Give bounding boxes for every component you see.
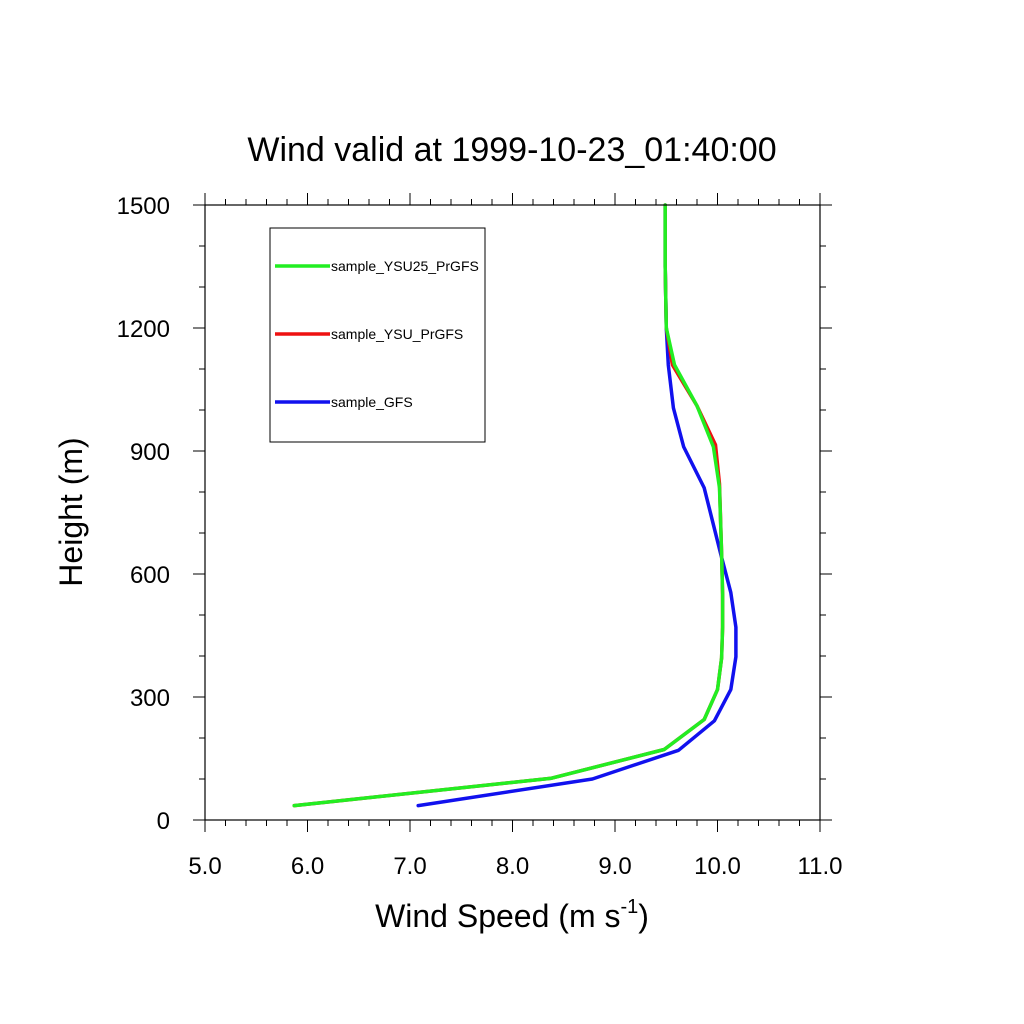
x-tick-label: 8.0 bbox=[496, 853, 529, 880]
x-tick-label: 9.0 bbox=[598, 853, 631, 880]
legend-label: sample_GFS bbox=[331, 394, 413, 410]
series-lines bbox=[292, 203, 738, 808]
plot-frame bbox=[204, 204, 821, 821]
x-tick-label: 5.0 bbox=[188, 853, 221, 880]
y-axis-label: Height (m) bbox=[53, 437, 89, 586]
x-tick-label: 11.0 bbox=[798, 853, 843, 880]
legend-label: sample_YSU25_PrGFS bbox=[331, 258, 479, 274]
y-tick-label: 600 bbox=[130, 562, 170, 589]
x-tick-label: 10.0 bbox=[694, 853, 741, 880]
x-axis-label: Wind Speed (m s-1) bbox=[375, 896, 649, 934]
y-tick-label: 300 bbox=[130, 685, 170, 712]
y-tick-label: 1500 bbox=[117, 193, 170, 220]
legend-items: sample_YSU25_PrGFS sample_YSU_PrGFSsample… bbox=[275, 258, 479, 410]
y-tick-label: 0 bbox=[157, 808, 170, 835]
legend: sample_YSU25_PrGFS sample_YSU_PrGFSsample… bbox=[269, 227, 486, 443]
x-tick-label: 7.0 bbox=[393, 853, 426, 880]
chart-title: Wind valid at 1999-10-23_01:40:00 bbox=[247, 131, 776, 169]
x-axis-label-superscript: -1 bbox=[620, 896, 638, 918]
y-tick-label: 900 bbox=[130, 439, 170, 466]
x-tick-label: 6.0 bbox=[291, 853, 324, 880]
x-axis-label-main: Wind Speed (m s bbox=[375, 898, 620, 934]
axis-ticks bbox=[193, 193, 832, 832]
y-tick-label: 1200 bbox=[117, 316, 170, 343]
series-line-sample_GFS bbox=[416, 203, 738, 808]
legend-label: sample_YSU_PrGFS bbox=[331, 326, 463, 342]
x-axis-label-close: ) bbox=[638, 898, 649, 934]
series-line-sample_YSU25_PrGFS bbox=[292, 203, 725, 808]
tick-labels: 5.0 6.0 7.0 8.0 9.0 10.0 11.0 0 300 600 900 1200 150… bbox=[117, 193, 843, 880]
